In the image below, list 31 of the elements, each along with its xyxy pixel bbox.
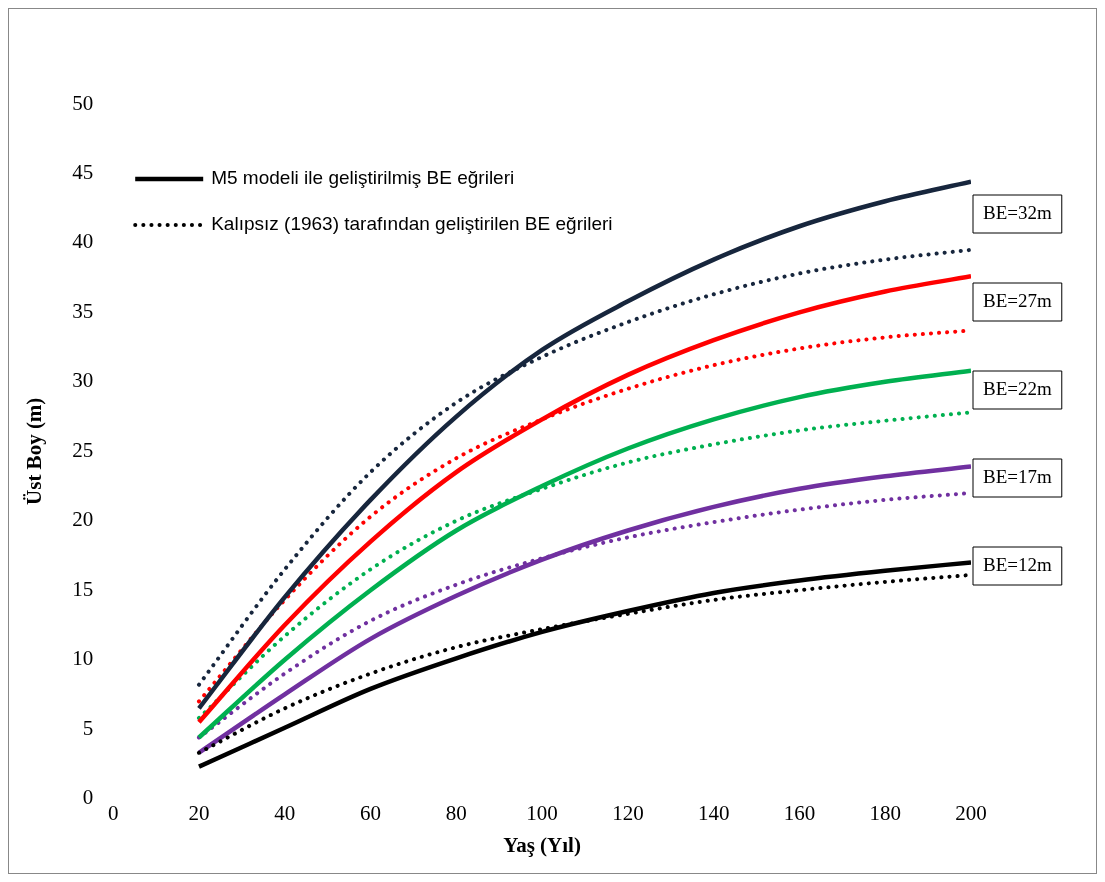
text: BE=17m (983, 465, 1052, 487)
x-tick-label: 60 (360, 800, 382, 825)
y-tick-label: 20 (72, 507, 94, 532)
text: BE=27m (983, 289, 1052, 311)
x-tick-label: 80 (445, 800, 467, 825)
text: BE=32m (983, 201, 1052, 223)
y-tick-label: 50 (72, 90, 94, 115)
legend-label: M5 modeli ile geliştirilmiş BE eğrileri (211, 167, 515, 189)
x-tick-label: 120 (612, 800, 644, 825)
x-tick-label: 180 (869, 800, 901, 825)
x-tick-label: 0 (107, 800, 119, 825)
y-tick-label: 45 (72, 159, 94, 184)
x-tick-label: 140 (697, 800, 730, 825)
y-tick-label: 30 (72, 368, 94, 393)
y-tick-label: 40 (72, 229, 94, 254)
legend-label: Kalıpsız (1963) tarafından geliştirilen BE eğrileri (211, 213, 613, 235)
y-tick-label: 35 (72, 298, 94, 323)
text: BE=12m (983, 553, 1052, 575)
x-tick-label: 40 (274, 800, 296, 825)
x-tick-label: 20 (188, 800, 210, 825)
x-tick-label: 200 (955, 800, 987, 825)
y-tick-label: 15 (72, 576, 94, 601)
y-tick-label: 5 (82, 715, 94, 740)
y-axis-title: Üst Boy (m) (22, 397, 47, 505)
y-tick-label: 25 (72, 437, 94, 462)
text: BE=22m (983, 377, 1052, 399)
line-series (196, 368, 971, 740)
x-tick-label: 100 (526, 800, 558, 825)
x-tick-label: 160 (783, 800, 816, 825)
x-axis-title: Yaş (Yıl) (503, 832, 581, 857)
y-tick-label: 10 (72, 646, 94, 671)
